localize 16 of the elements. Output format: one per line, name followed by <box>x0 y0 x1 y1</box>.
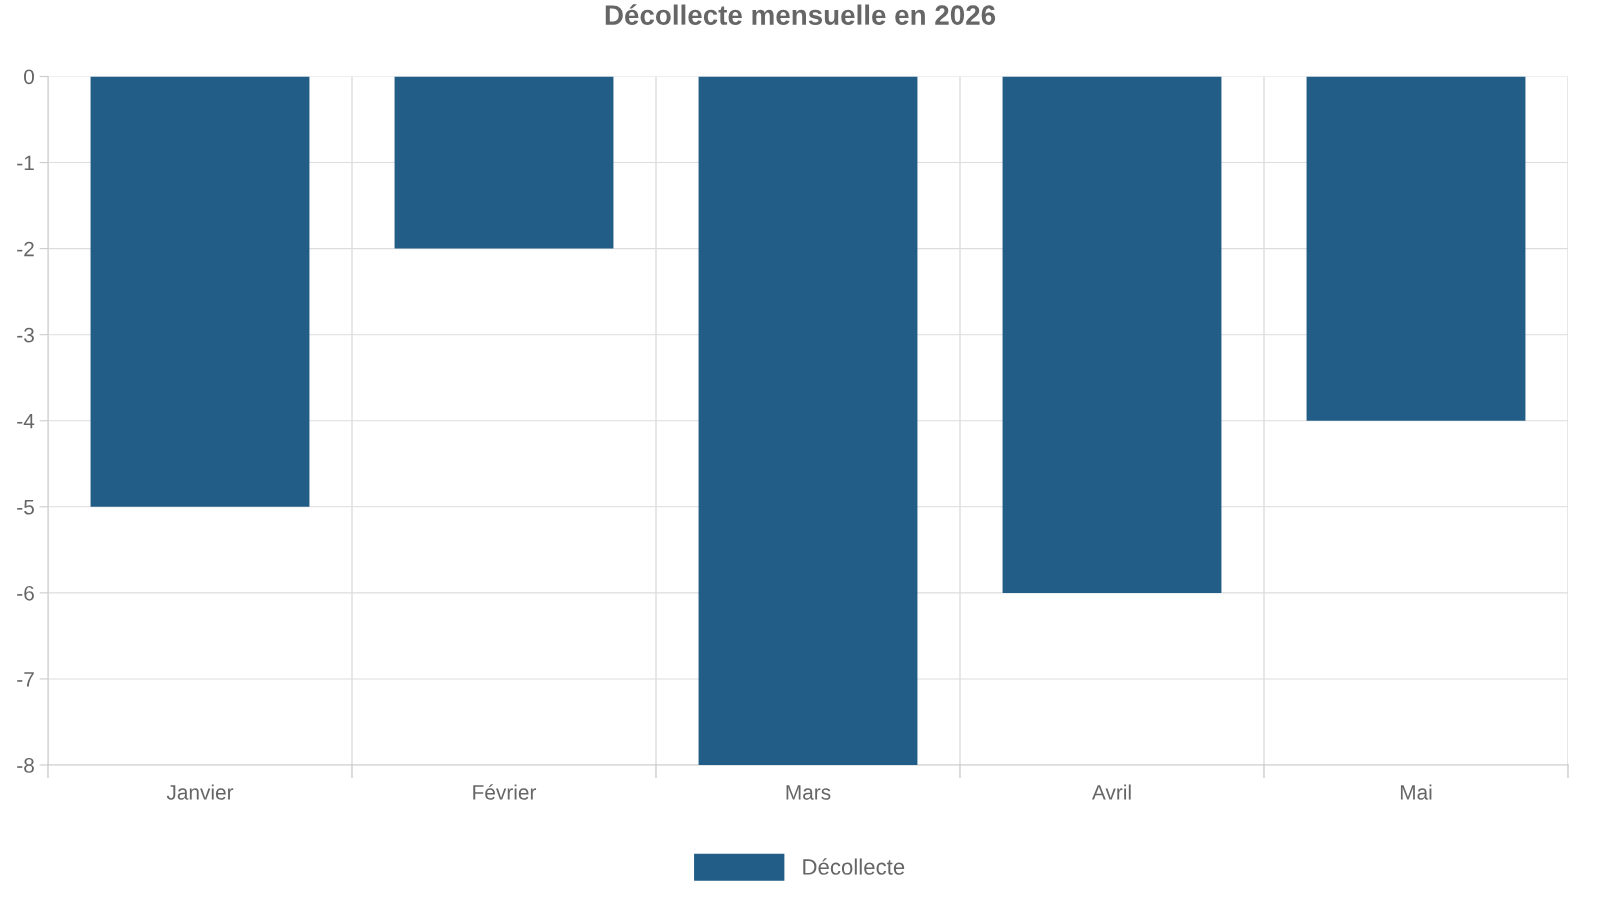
y-tick-label: -4 <box>17 413 35 429</box>
y-tick-label: -1 <box>17 155 34 171</box>
y-tick-label: -2 <box>17 241 34 257</box>
x-tick-label: Janvier <box>166 784 234 800</box>
legend-label: Décollecte <box>803 858 905 875</box>
y-tick-label: -5 <box>17 500 34 515</box>
x-tick-label: Février <box>473 784 537 800</box>
y-tick-label: -8 <box>17 758 34 773</box>
y-tick-label: 0 <box>24 69 34 85</box>
x-tick-label: Avril <box>1091 784 1131 800</box>
x-tick-label: Mai <box>1400 784 1432 800</box>
chart-title: Décollecte mensuelle en 2026 <box>605 4 996 25</box>
y-tick-label: -7 <box>17 672 34 687</box>
y-tick-label: -6 <box>17 585 34 601</box>
x-tick-label: Mars <box>786 785 831 800</box>
y-tick-label: -3 <box>17 327 34 343</box>
